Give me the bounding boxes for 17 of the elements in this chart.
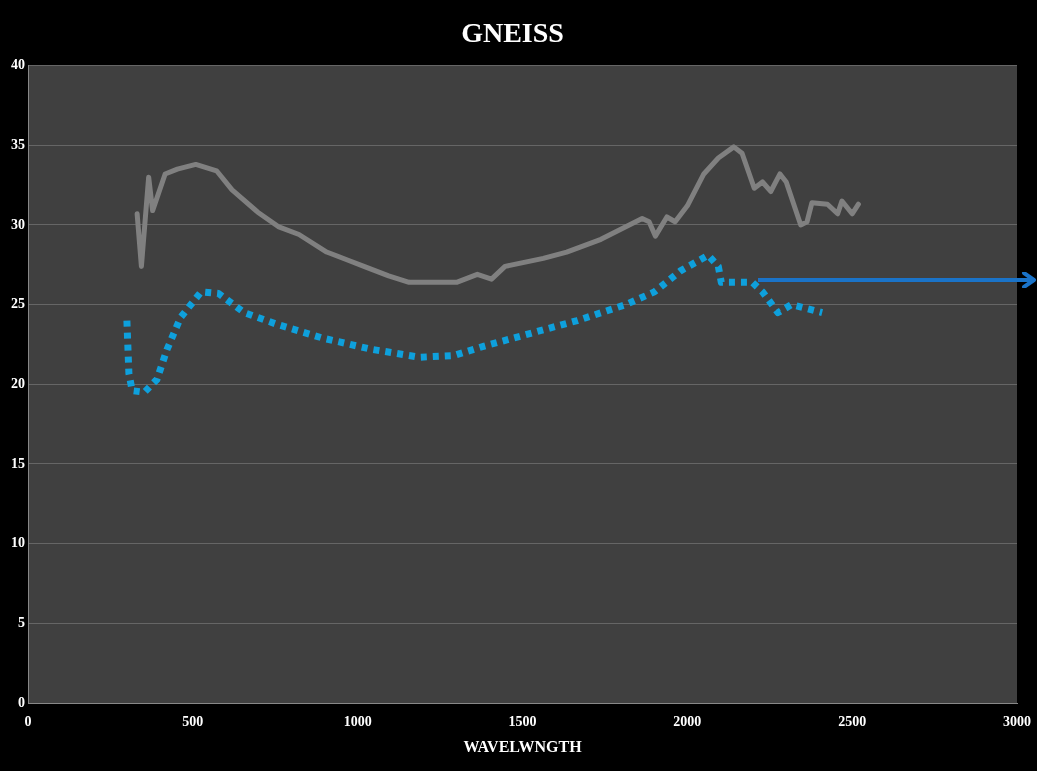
y-tick-label: 35 — [11, 136, 25, 152]
x-tick-label: 2500 — [838, 714, 867, 730]
y-tick-label: 30 — [11, 216, 25, 232]
x-tick-label: 2000 — [673, 714, 702, 730]
x-tick-label: 1000 — [343, 714, 372, 730]
chart-title: GNEISS — [461, 17, 564, 49]
y-tick-label: 0 — [18, 694, 25, 710]
y-tick-label: 25 — [11, 296, 25, 312]
y-tick-label: 10 — [11, 535, 25, 551]
y-tick-label: 20 — [11, 375, 25, 391]
x-axis-title: WAVELWNGTH — [463, 737, 583, 755]
y-tick-label: 5 — [18, 614, 25, 630]
x-tick-label: 1500 — [508, 714, 537, 730]
x-tick-label: 500 — [182, 714, 204, 730]
y-tick-label: 40 — [11, 57, 25, 73]
x-tick-label: 3000 — [1003, 714, 1031, 730]
y-tick-label: 15 — [11, 455, 25, 471]
